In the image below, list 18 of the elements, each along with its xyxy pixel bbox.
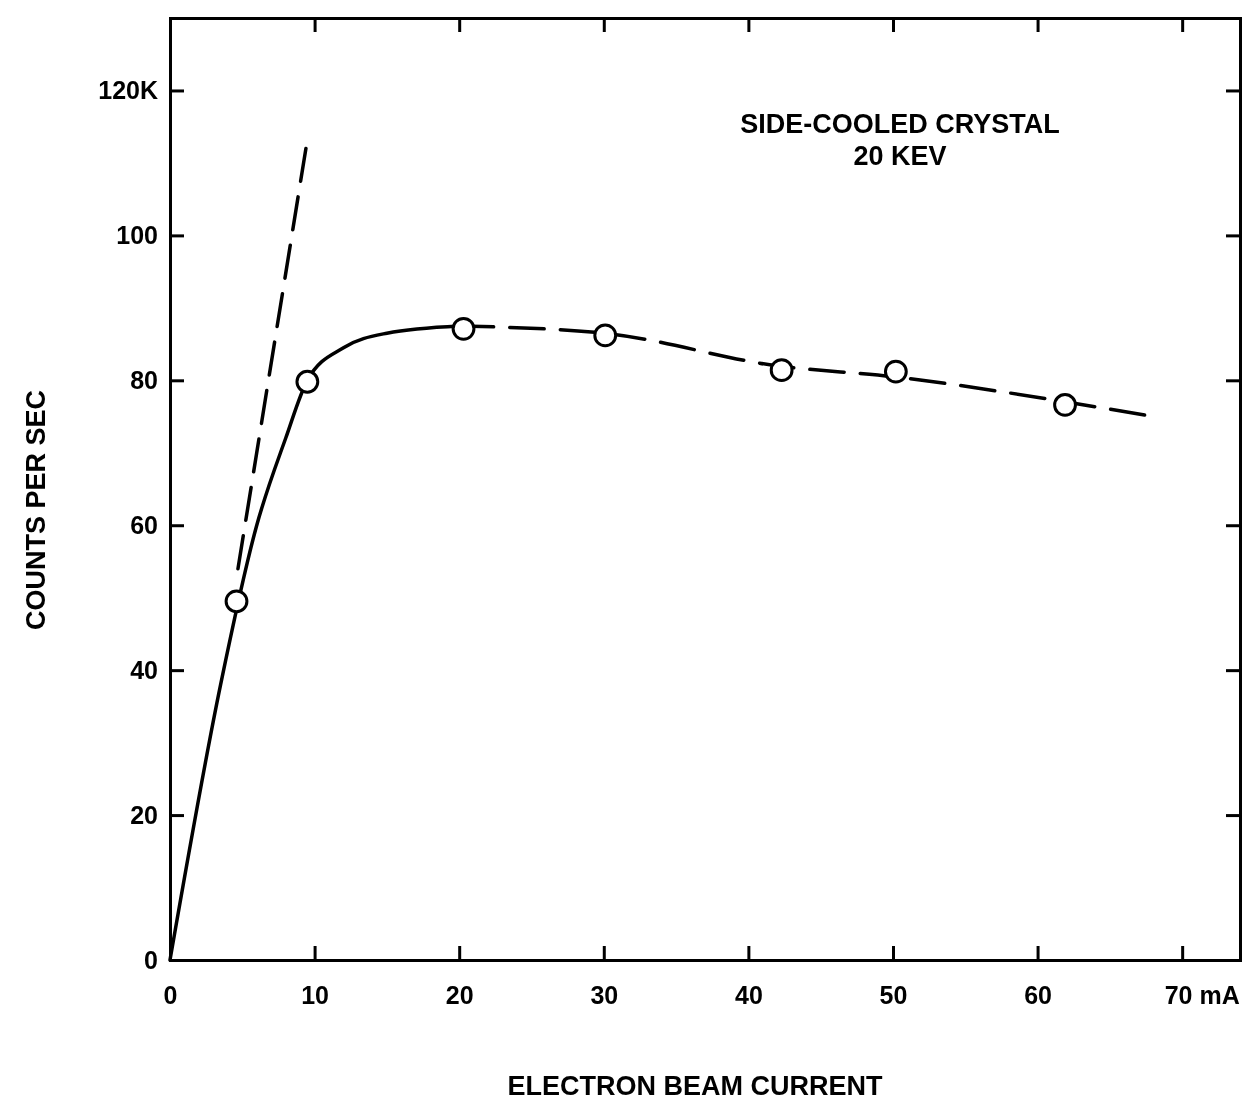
y-tick-label: 100 [116,220,158,249]
y-tick-label: 40 [130,655,158,684]
x-tick-label: 30 [590,980,619,1009]
y-tick-label: 80 [130,365,158,394]
x-tick-label: 60 [1024,980,1052,1009]
x-axis-title: ELECTRON BEAM CURRENT [507,1071,883,1101]
y-tick-label: 60 [130,510,158,539]
x-tick-label: 20 [445,980,474,1009]
y-tick-label: 20 [130,800,158,829]
x-tick-label: 0 [163,980,178,1009]
x-tick-label: 10 [301,980,329,1009]
x-tick-label: 50 [879,980,908,1009]
x-tick-label: 40 [734,980,763,1009]
x-tick-label: 70 mA [1164,980,1240,1009]
y-tick-label: 120K [98,75,158,104]
annotation: SIDE-COOLED CRYSTAL 20 KEV [740,109,1060,171]
y-tick-label: 0 [144,945,158,974]
y-axis-title: COUNTS PER SEC [21,389,51,631]
